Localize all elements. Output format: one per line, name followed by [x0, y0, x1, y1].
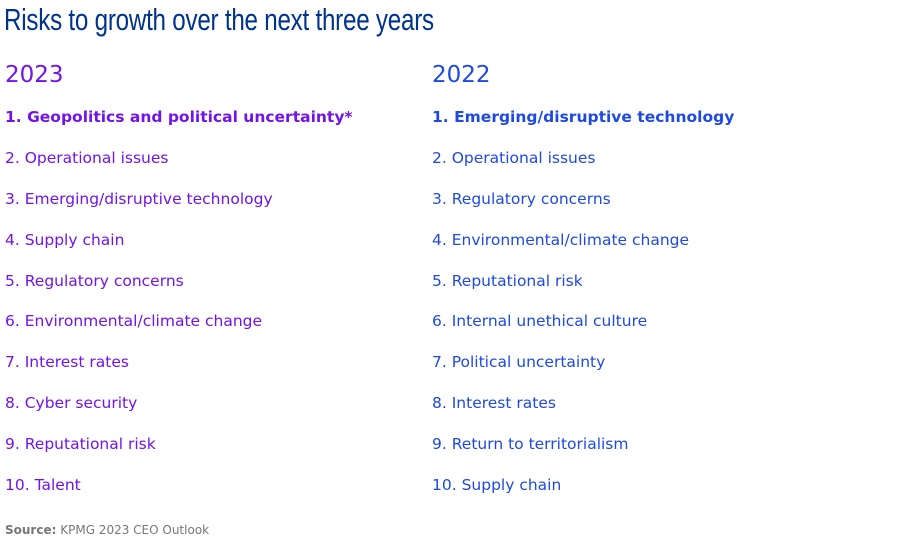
- list-item: 1. Geopolitics and political uncertainty…: [5, 108, 353, 126]
- list-item: 8. Interest rates: [432, 394, 556, 413]
- risk-list: 1. Geopolitics and political uncertainty…: [5, 107, 353, 516]
- column-2022: 2022 1. Emerging/disruptive technology 2…: [432, 60, 734, 516]
- source-text: KPMG 2023 CEO Outlook: [60, 523, 210, 537]
- list-item: 10. Talent: [5, 476, 81, 495]
- list-item: 5. Regulatory concerns: [5, 271, 184, 290]
- list-item: 6. Internal unethical culture: [432, 312, 648, 331]
- list-item: 7. Political uncertainty: [432, 353, 606, 372]
- list-item: 4. Environmental/climate change: [432, 230, 690, 249]
- year-heading: 2022: [432, 62, 491, 88]
- list-item: 2. Operational issues: [5, 148, 169, 167]
- source-note: Source: KPMG 2023 CEO Outlook: [5, 523, 209, 537]
- list-item: 3. Emerging/disruptive technology: [5, 189, 273, 208]
- list-item: 5. Reputational risk: [432, 271, 583, 290]
- list-item: 8. Cyber security: [5, 394, 138, 413]
- list-item: 10. Supply chain: [432, 476, 562, 495]
- list-item: 1. Emerging/disruptive technology: [432, 108, 735, 126]
- risk-list: 1. Emerging/disruptive technology 2. Ope…: [432, 107, 734, 516]
- list-item: 4. Supply chain: [5, 230, 125, 249]
- column-2023: 2023 1. Geopolitics and political uncert…: [5, 60, 353, 516]
- page-title: Risks to growth over the next three year…: [4, 2, 434, 37]
- source-label: Source:: [5, 523, 57, 537]
- list-item: 9. Return to territorialism: [432, 435, 629, 454]
- list-item: 3. Regulatory concerns: [432, 189, 611, 208]
- list-item: 9. Reputational risk: [5, 435, 156, 454]
- year-heading: 2023: [5, 62, 64, 88]
- list-item: 2. Operational issues: [432, 148, 596, 167]
- list-item: 6. Environmental/climate change: [5, 312, 263, 331]
- list-item: 7. Interest rates: [5, 353, 129, 372]
